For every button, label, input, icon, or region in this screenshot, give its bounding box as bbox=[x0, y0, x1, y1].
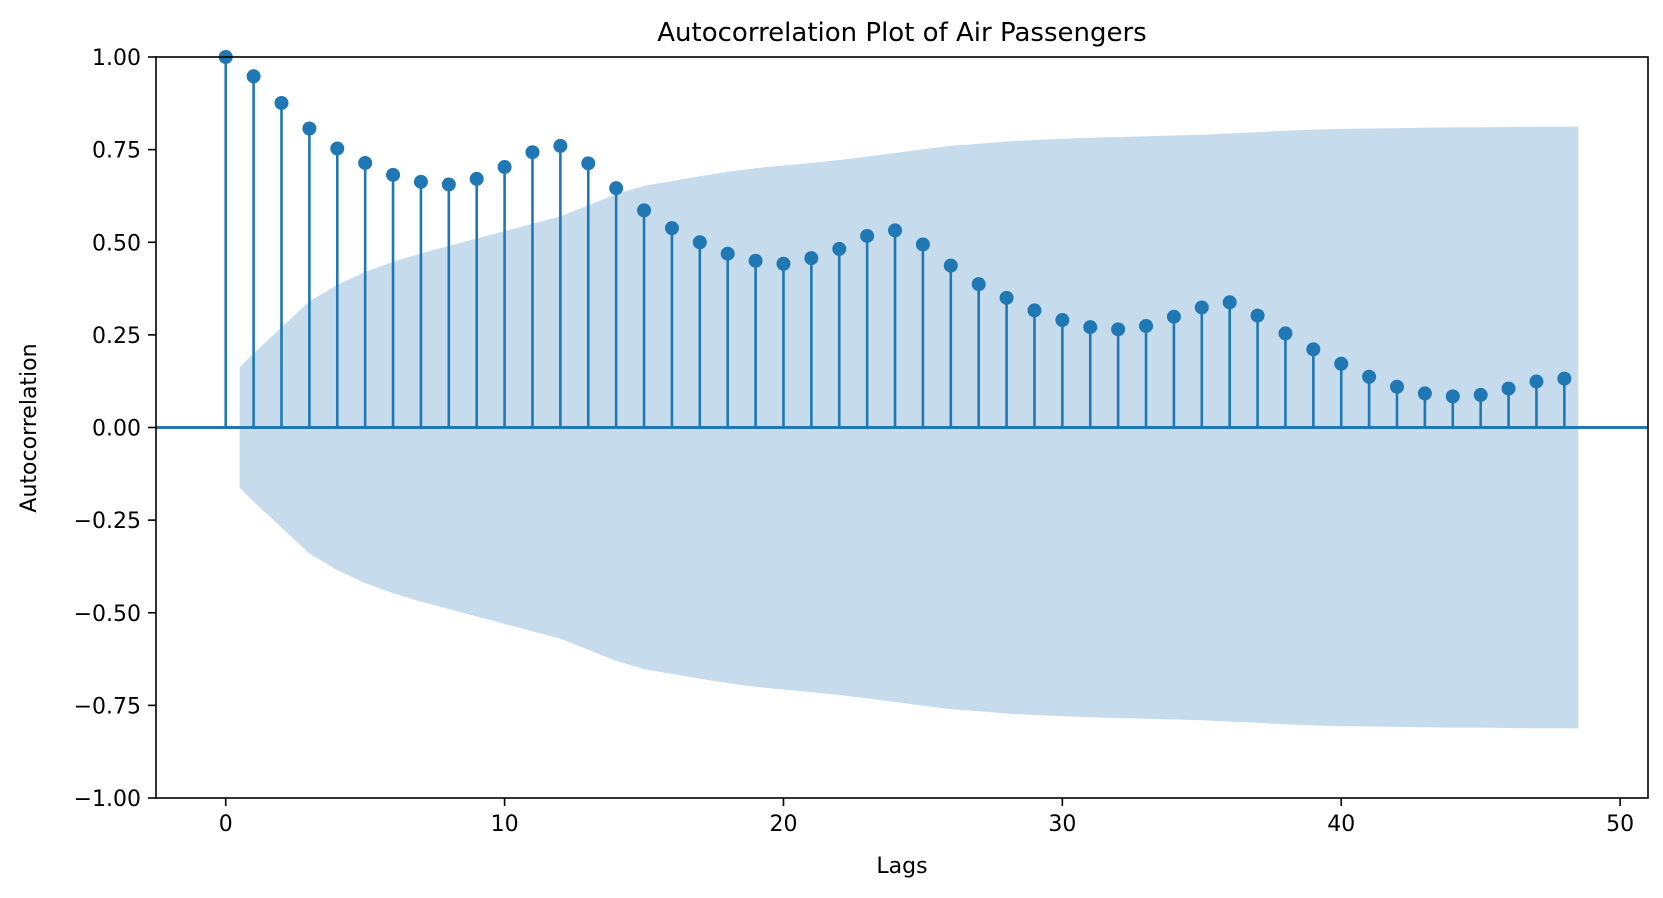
x-tick-label: 20 bbox=[769, 812, 797, 837]
acf-point-lag-21 bbox=[804, 251, 819, 266]
x-tick-label: 10 bbox=[491, 812, 519, 837]
acf-point-lag-7 bbox=[413, 174, 428, 189]
acf-point-lag-9 bbox=[469, 171, 484, 186]
acf-point-lag-46 bbox=[1501, 381, 1516, 396]
plot-area bbox=[156, 50, 1648, 729]
acf-point-lag-24 bbox=[888, 223, 903, 238]
y-tick-label: −1.00 bbox=[74, 787, 141, 812]
acf-point-lag-44 bbox=[1445, 389, 1460, 404]
acf-point-lag-34 bbox=[1166, 309, 1181, 324]
acf-point-lag-36 bbox=[1222, 295, 1237, 310]
acf-point-lag-28 bbox=[999, 290, 1014, 305]
acf-point-lag-29 bbox=[1027, 303, 1042, 318]
y-axis-label: Autocorrelation bbox=[17, 343, 42, 512]
acf-point-lag-19 bbox=[748, 253, 763, 268]
acf-point-lag-33 bbox=[1139, 318, 1154, 333]
acf-point-lag-15 bbox=[637, 203, 652, 218]
acf-point-lag-37 bbox=[1250, 308, 1265, 323]
acf-point-lag-26 bbox=[943, 258, 958, 273]
acf-point-lag-3 bbox=[302, 121, 317, 136]
acf-point-lag-48 bbox=[1557, 371, 1572, 386]
axes: 0 10 20 30 40 50 −1.00 −0.75 −0.50 −0.25 0.00 0.25 0… bbox=[74, 46, 1635, 837]
acf-point-lag-6 bbox=[386, 167, 401, 182]
acf-point-lag-31 bbox=[1083, 320, 1098, 335]
acf-point-lag-41 bbox=[1362, 369, 1377, 384]
acf-point-lag-22 bbox=[832, 241, 847, 256]
acf-point-lag-20 bbox=[776, 256, 791, 271]
acf-point-lag-23 bbox=[860, 228, 875, 243]
y-tick-label: −0.25 bbox=[74, 509, 141, 534]
acf-point-lag-38 bbox=[1278, 326, 1293, 341]
acf-point-lag-39 bbox=[1306, 342, 1321, 357]
x-tick-label: 40 bbox=[1327, 812, 1355, 837]
x-axis-label: Lags bbox=[876, 854, 927, 879]
acf-point-lag-18 bbox=[720, 246, 735, 261]
y-tick-label: 0.25 bbox=[92, 324, 141, 349]
acf-point-lag-27 bbox=[971, 277, 986, 292]
y-tick-label: −0.75 bbox=[74, 694, 141, 719]
x-tick-label: 0 bbox=[219, 812, 233, 837]
y-tick-label: 0.00 bbox=[92, 417, 141, 442]
acf-point-lag-11 bbox=[525, 145, 540, 160]
acf-point-lag-14 bbox=[609, 181, 624, 196]
y-tick-label: 0.75 bbox=[92, 139, 141, 164]
acf-point-lag-25 bbox=[915, 237, 930, 252]
acf-point-lag-30 bbox=[1055, 313, 1070, 328]
y-tick-label: 1.00 bbox=[92, 46, 141, 71]
acf-point-lag-13 bbox=[581, 156, 596, 171]
y-tick-label: −0.50 bbox=[74, 602, 141, 627]
acf-point-lag-4 bbox=[330, 141, 345, 156]
acf-point-lag-1 bbox=[246, 69, 261, 84]
acf-point-lag-17 bbox=[692, 235, 707, 250]
acf-point-lag-16 bbox=[664, 221, 679, 236]
chart-title: Autocorrelation Plot of Air Passengers bbox=[657, 18, 1146, 48]
acf-point-lag-42 bbox=[1390, 379, 1405, 394]
acf-point-lag-47 bbox=[1529, 374, 1544, 389]
acf-point-lag-8 bbox=[441, 177, 456, 192]
x-tick-label: 50 bbox=[1606, 812, 1634, 837]
acf-point-lag-45 bbox=[1473, 387, 1488, 402]
acf-point-lag-40 bbox=[1334, 356, 1349, 371]
acf-point-lag-12 bbox=[553, 138, 568, 153]
acf-point-lag-2 bbox=[274, 95, 289, 110]
acf-point-lag-5 bbox=[358, 155, 373, 170]
acf-point-lag-10 bbox=[497, 160, 512, 175]
y-tick-label: 0.50 bbox=[92, 231, 141, 256]
acf-point-lag-35 bbox=[1194, 300, 1209, 315]
acf-point-lag-43 bbox=[1417, 386, 1432, 401]
acf-point-lag-32 bbox=[1111, 322, 1126, 337]
x-tick-label: 30 bbox=[1048, 812, 1076, 837]
